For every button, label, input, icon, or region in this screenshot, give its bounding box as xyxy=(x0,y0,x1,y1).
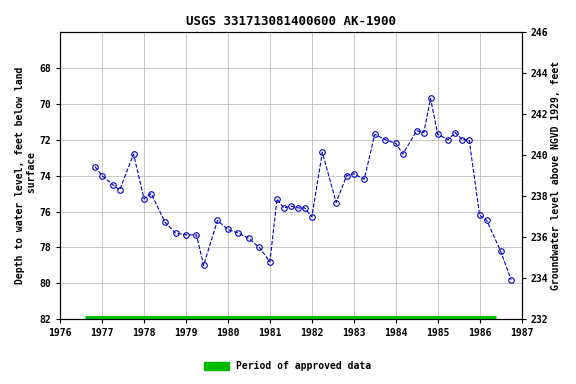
Y-axis label: Groundwater level above NGVD 1929, feet: Groundwater level above NGVD 1929, feet xyxy=(551,61,561,290)
Legend: Period of approved data: Period of approved data xyxy=(200,358,376,375)
Title: USGS 331713081400600 AK-1900: USGS 331713081400600 AK-1900 xyxy=(186,15,396,28)
Y-axis label: Depth to water level, feet below land
 surface: Depth to water level, feet below land su… xyxy=(15,67,37,284)
